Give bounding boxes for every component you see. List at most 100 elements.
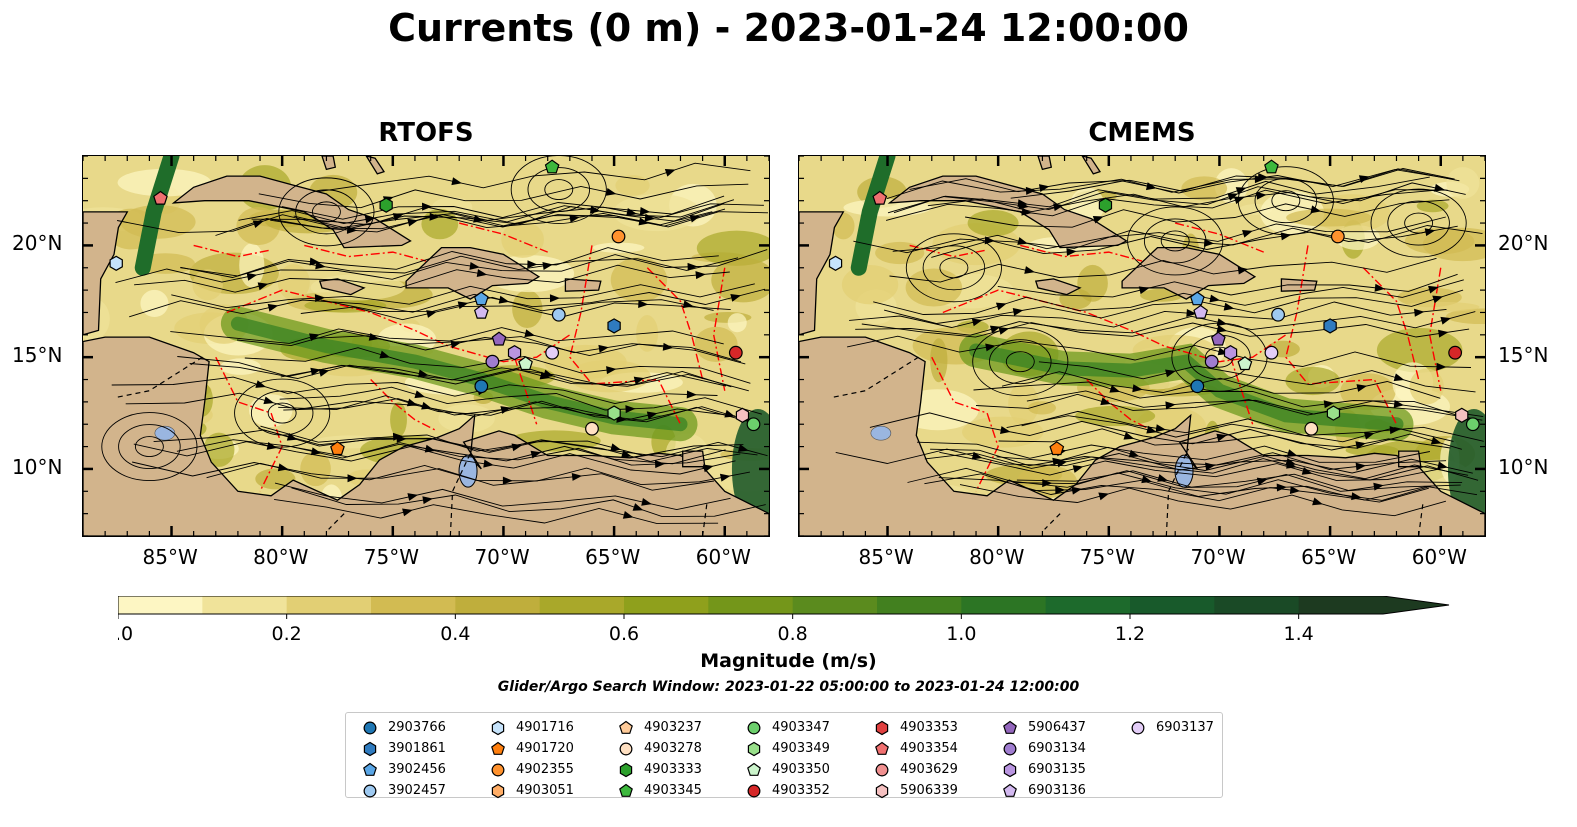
legend-item-4901720: 4901720 bbox=[490, 738, 574, 759]
cmems-map[interactable] bbox=[798, 155, 1486, 537]
legend-label: 4903278 bbox=[644, 741, 702, 756]
legend-item-6903136: 6903136 bbox=[1002, 780, 1086, 801]
float-marker-4903352 bbox=[1448, 345, 1463, 360]
legend-item-4903051: 4903051 bbox=[490, 780, 574, 801]
float-marker-4903347 bbox=[1465, 417, 1480, 432]
legend-marker-icon bbox=[619, 742, 633, 755]
float-marker-4901716 bbox=[109, 255, 123, 271]
legend-marker-icon bbox=[1131, 721, 1145, 734]
legend-item-4903333: 4903333 bbox=[618, 759, 702, 780]
colorbar-segment bbox=[1214, 596, 1300, 614]
legend-item-4903350: 4903350 bbox=[746, 759, 830, 780]
legend-marker-icon bbox=[491, 720, 505, 735]
colorbar-segment bbox=[1045, 596, 1131, 614]
eez-boundaries bbox=[193, 222, 726, 492]
legend-item-3901861: 3901861 bbox=[362, 738, 446, 759]
legend-label: 6903136 bbox=[1028, 783, 1086, 798]
colorbar-segment bbox=[877, 596, 962, 614]
colorbar-segment bbox=[961, 596, 1047, 614]
float-marker-4903352 bbox=[728, 345, 743, 360]
float-marker-4903349 bbox=[607, 405, 621, 421]
legend-marker-icon bbox=[747, 741, 761, 756]
legend-item-6903135: 6903135 bbox=[1002, 759, 1086, 780]
y-tick-label-right: 10°N bbox=[1498, 454, 1549, 479]
float-marker-4903354 bbox=[872, 190, 888, 205]
legend-item-4903352: 4903352 bbox=[746, 780, 830, 801]
legend-marker-icon bbox=[747, 721, 761, 734]
float-marker-4903350 bbox=[518, 356, 533, 371]
colorbar-segment bbox=[792, 596, 878, 614]
colorbar-tick-label: 1.0 bbox=[946, 623, 976, 645]
colorbar-segment bbox=[455, 596, 541, 614]
float-markers bbox=[828, 159, 1480, 456]
legend-item-4903349: 4903349 bbox=[746, 738, 830, 759]
legend-marker-icon bbox=[875, 720, 889, 735]
float-marker-6903137 bbox=[1264, 345, 1279, 360]
legend-label: 3902456 bbox=[388, 762, 446, 777]
legend-label: 3902457 bbox=[388, 783, 446, 798]
colorbar-tick-label: 0.8 bbox=[778, 623, 808, 645]
search-window-text: Glider/Argo Search Window: 2023-01-22 05… bbox=[497, 679, 1080, 695]
legend-item-4903354: 4903354 bbox=[874, 738, 958, 759]
x-tick-label: 75°W bbox=[363, 545, 420, 569]
float-marker bbox=[1189, 291, 1205, 306]
float-marker-4903333 bbox=[379, 197, 393, 213]
float-marker-5906437 bbox=[491, 331, 507, 346]
y-tick-label-left: 20°N bbox=[12, 231, 63, 256]
colorbar-tick-label: 1.4 bbox=[1284, 623, 1314, 645]
float-marker bbox=[473, 291, 489, 306]
float-marker-6903136 bbox=[473, 304, 489, 319]
legend-label: 4903237 bbox=[644, 720, 702, 735]
x-tick-label: 85°W bbox=[142, 545, 198, 569]
x-tick-label: 70°W bbox=[1190, 545, 1246, 569]
float-marker-6903134 bbox=[485, 354, 500, 369]
legend-marker-icon bbox=[747, 784, 761, 797]
legend-item-4903347: 4903347 bbox=[746, 717, 830, 738]
colorbar-segment bbox=[708, 596, 794, 614]
legend-item-4903629: 4903629 bbox=[874, 759, 958, 780]
legend-label: 6903135 bbox=[1028, 762, 1086, 777]
float-marker-4903333 bbox=[1098, 197, 1113, 213]
legend-item-6903134: 6903134 bbox=[1002, 738, 1086, 759]
float-marker-5906437 bbox=[1210, 331, 1226, 346]
x-tick-label: 65°W bbox=[1301, 545, 1357, 569]
float-marker-4901720 bbox=[1049, 441, 1065, 456]
legend-marker-icon bbox=[363, 721, 377, 734]
float-marker-6903137 bbox=[545, 345, 560, 360]
legend-label: 3901861 bbox=[388, 741, 446, 756]
colorbar-tick-label: 0.6 bbox=[609, 623, 639, 645]
y-tick-label-right: 15°N bbox=[1498, 343, 1549, 368]
legend-item-5906339: 5906339 bbox=[874, 780, 958, 801]
legend-label: 4902355 bbox=[516, 762, 574, 777]
float-marker-6903134 bbox=[1204, 354, 1219, 369]
legend-label: 4901716 bbox=[516, 720, 574, 735]
legend-item-4903278: 4903278 bbox=[618, 738, 702, 759]
y-tick-label-left: 10°N bbox=[12, 454, 63, 479]
colorbar-segment bbox=[624, 596, 709, 614]
x-tick-label: 60°W bbox=[1411, 545, 1467, 569]
x-tick-label: 60°W bbox=[695, 545, 751, 569]
rtofs-map[interactable] bbox=[82, 155, 770, 537]
legend-label: 4903629 bbox=[900, 762, 958, 777]
legend-marker-icon bbox=[747, 762, 761, 776]
float-marker-5906339 bbox=[735, 407, 750, 423]
streamlines bbox=[101, 156, 769, 524]
legend-marker-icon bbox=[363, 784, 377, 797]
float-marker bbox=[1190, 379, 1205, 394]
legend-label: 4903051 bbox=[516, 783, 574, 798]
float-legend: 2903766 3901861 3902456 3902457 4901716 49017… bbox=[345, 712, 1223, 798]
legend-item-4903353: 4903353 bbox=[874, 717, 958, 738]
x-tick-label: 70°W bbox=[474, 545, 530, 569]
colorbar: 0.0 0.2 0.4 0.6 0.8 1.0 1.2 1.4 bbox=[103, 595, 1458, 660]
float-marker-3902457 bbox=[551, 307, 566, 322]
colorbar-segment bbox=[371, 596, 456, 614]
legend-marker-icon bbox=[1003, 720, 1017, 734]
legend-marker-icon bbox=[875, 741, 889, 755]
colorbar-segment bbox=[1130, 596, 1215, 614]
legend-marker-icon bbox=[363, 762, 377, 776]
float-marker bbox=[1223, 345, 1238, 361]
legend-label: 2903766 bbox=[388, 720, 446, 735]
float-marker bbox=[607, 318, 621, 334]
legend-item-5906437: 5906437 bbox=[1002, 717, 1086, 738]
legend-label: 4903347 bbox=[772, 720, 830, 735]
